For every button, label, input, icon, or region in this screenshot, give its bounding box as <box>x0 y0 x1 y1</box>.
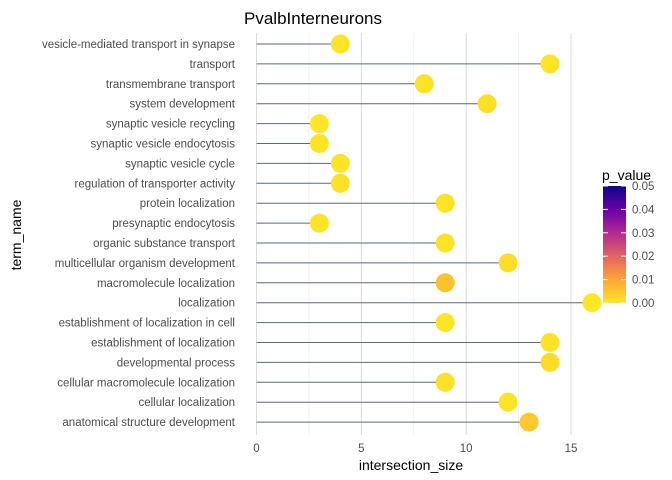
lollipop-point <box>309 114 329 134</box>
y-tick-label: transmembrane transport <box>106 79 236 91</box>
lollipop-point <box>498 392 518 412</box>
chart-title: PvalbInterneurons <box>244 9 382 28</box>
x-tick-label: 0 <box>253 443 259 455</box>
lollipop-point <box>330 153 350 173</box>
point-layer <box>309 34 602 432</box>
lollipop-point <box>582 293 602 313</box>
y-axis-title: term_name <box>8 199 24 270</box>
lollipop-point <box>519 412 539 432</box>
lollipop-point <box>435 273 455 293</box>
lollipop-point <box>309 213 329 233</box>
lollipop-point <box>477 94 497 114</box>
y-tick-label: protein localization <box>140 198 235 210</box>
grid-layer <box>256 33 572 435</box>
legend-colorbar <box>603 186 626 303</box>
legend: p_value 0.05 0.04 0.03 0.02 0.01 0.00 <box>602 167 655 310</box>
lollipop-point <box>330 34 350 54</box>
legend-tick-label: 0.04 <box>632 204 655 216</box>
y-tick-label: presynaptic endocytosis <box>112 218 235 230</box>
legend-tick-label: 0.02 <box>632 251 654 263</box>
y-tick-label: vesicle-mediated transport in synapse <box>42 39 235 51</box>
y-tick-label: organic substance transport <box>93 238 236 250</box>
y-tick-label: transport <box>190 59 236 71</box>
lollipop-point <box>414 74 434 94</box>
y-tick-label: cellular localization <box>138 397 235 409</box>
y-tick-label: establishment of localization in cell <box>59 318 235 330</box>
y-tick-label: cellular macromolecule localization <box>57 377 235 389</box>
legend-tick-label: 0.05 <box>632 181 654 193</box>
x-tick-label: 5 <box>358 443 364 455</box>
legend-tick-label: 0.01 <box>632 275 654 287</box>
lollipop-point <box>540 54 560 74</box>
x-tick-labels: 0 5 10 15 <box>253 443 577 455</box>
lollipop-point <box>540 352 560 372</box>
y-tick-label: multicellular organism development <box>55 258 236 270</box>
lollipop-point <box>309 134 329 153</box>
lollipop-point <box>435 233 455 253</box>
y-tick-label: synaptic vesicle endocytosis <box>91 139 236 151</box>
y-tick-label: regulation of transporter activity <box>75 178 236 190</box>
y-tick-label: synaptic vesicle recycling <box>106 119 235 131</box>
x-tick-label: 10 <box>460 443 473 455</box>
legend-title: p_value <box>602 167 651 183</box>
y-tick-label: anatomical structure development <box>62 417 235 429</box>
y-tick-label: establishment of localization <box>91 338 235 350</box>
y-tick-label: localization <box>178 298 235 310</box>
lollipop-point <box>540 333 560 352</box>
legend-tick-labels: 0.05 0.04 0.03 0.02 0.01 0.00 <box>603 181 655 310</box>
legend-tick-label: 0.00 <box>632 298 654 310</box>
lollipop-point <box>435 313 455 333</box>
lollipop-point <box>435 372 455 392</box>
x-axis-title: intersection_size <box>359 457 463 473</box>
lollipop-point <box>435 193 455 213</box>
y-tick-label: system development <box>130 99 236 111</box>
y-tick-labels: vesicle-mediated transport in synapse tra… <box>42 39 236 429</box>
y-tick-label: synaptic vesicle cycle <box>125 158 235 170</box>
stem-layer <box>256 43 592 423</box>
lollipop-point <box>498 253 518 273</box>
y-tick-label: developmental process <box>117 357 236 369</box>
lollipop-point <box>330 173 350 193</box>
legend-tick-label: 0.03 <box>632 228 654 240</box>
x-tick-label: 15 <box>565 443 578 455</box>
y-tick-label: macromolecule localization <box>97 278 235 290</box>
